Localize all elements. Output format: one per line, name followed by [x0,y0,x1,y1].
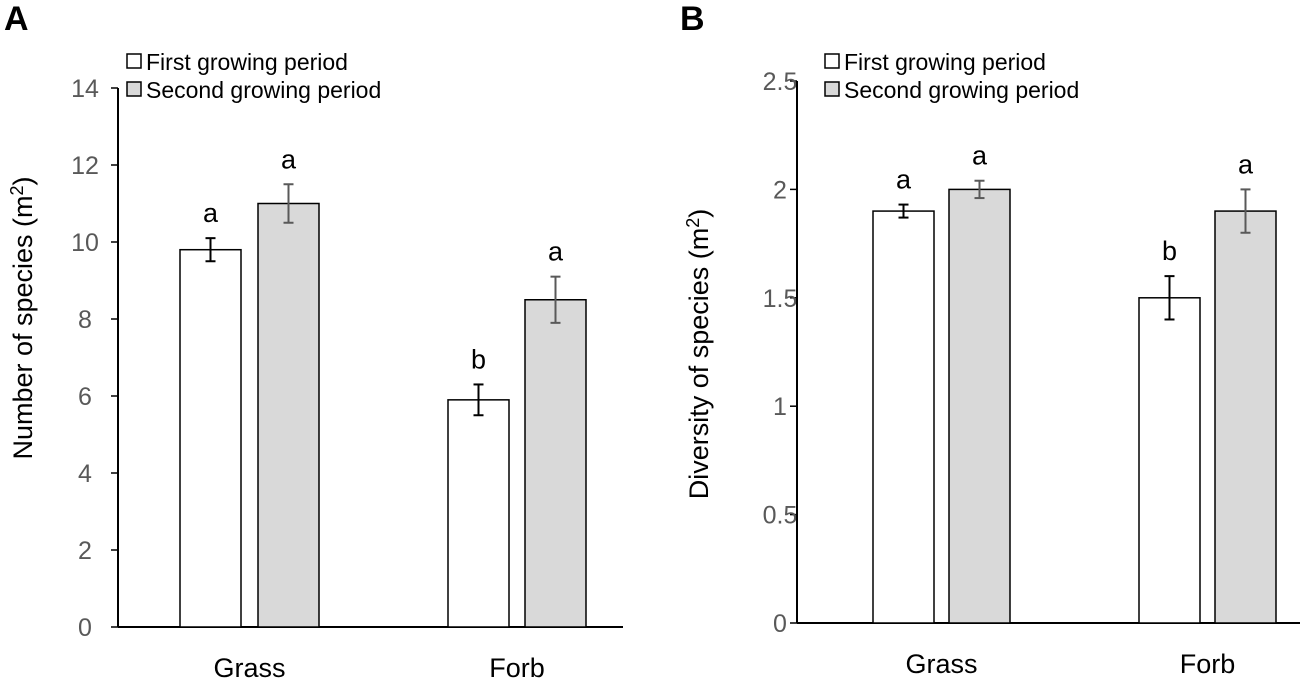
y-tick-label: 0.5 [763,502,798,530]
significance-letter: a [896,165,912,195]
significance-letter: b [1162,236,1177,266]
bar-second-forb [1214,210,1277,624]
y-tick-label: 6 [78,383,92,411]
bar-second-forb [524,299,587,628]
y-tick-label: 10 [71,229,99,257]
y-tick-label: 2 [773,176,787,204]
x-category-label: Forb [489,653,545,682]
bar-second-grass [257,202,320,628]
y-tick-label: 2.5 [763,68,798,96]
y-tick-label: 0 [78,614,92,642]
legend-label-first: First growing period [844,49,1046,75]
legend-swatch-second [824,81,840,97]
legend-label-first: First growing period [146,49,348,75]
panel-a-plot: 0 2 4 6 8 10 12 14 a a Grass b a Forb [71,75,623,682]
bar-first-grass [872,210,935,624]
legend-swatch-first [126,53,142,69]
significance-letter: a [548,237,564,267]
x-category-label: Forb [1180,649,1236,679]
legend-swatch-first [824,53,840,69]
y-tick-label: 2 [78,537,92,565]
bar-first-grass [179,248,242,628]
y-tick-label: 8 [78,306,92,334]
y-tick-label: 1 [773,393,787,421]
x-category-label: Grass [905,649,977,679]
legend-label-second: Second growing period [146,77,381,103]
significance-letter: a [203,198,219,228]
panel-b-label: B [680,0,705,38]
significance-letter: a [1238,149,1254,179]
panel-b-legend: First growing period Second growing peri… [824,49,1079,103]
x-category-label: Grass [213,653,285,682]
bar-second-grass [948,188,1011,624]
y-tick-label: 14 [71,75,99,103]
bar-first-forb [447,399,510,628]
panel-b-plot: 0 0.5 1 1.5 2 2.5 a a Grass b a Forb [763,68,1300,679]
panel-a-label: A [4,0,29,38]
panel-b-y-axis-label: Diversity of species (m2) [683,209,714,500]
legend-swatch-second [126,81,142,97]
legend-label-second: Second growing period [844,77,1079,103]
bar-first-forb [1138,297,1201,624]
y-tick-label: 0 [773,610,787,638]
y-tick-label: 1.5 [763,285,798,313]
significance-letter: b [471,344,486,374]
panel-a-legend: First growing period Second growing peri… [126,49,381,103]
significance-letter: a [281,144,297,174]
y-tick-label: 4 [78,460,92,488]
y-tick-label: 12 [71,152,99,180]
panel-a-y-axis-label: Number of species (m2) [7,176,38,459]
significance-letter: a [972,141,988,171]
